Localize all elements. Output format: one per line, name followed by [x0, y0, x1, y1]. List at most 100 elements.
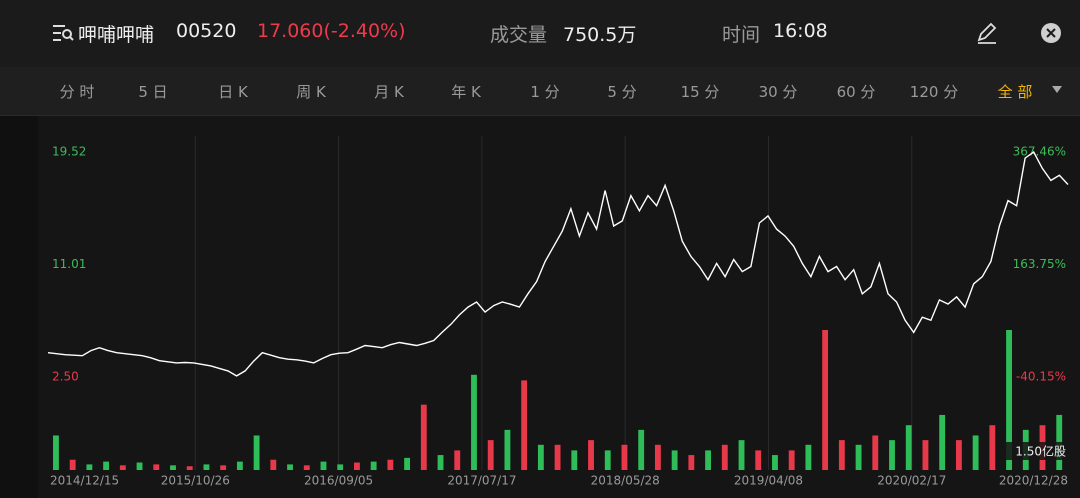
volume-label: 成交量: [490, 24, 548, 46]
volume-bar: [705, 450, 711, 470]
header: 呷哺呷哺 00520 17.060(-2.40%) 成交量 750.5万 时间 …: [0, 0, 1080, 67]
volume-bar: [772, 455, 778, 470]
close-button[interactable]: [1040, 22, 1062, 44]
volume-bar: [287, 464, 293, 470]
y-tick-label: 2.50: [52, 370, 79, 384]
time-label: 时间: [722, 24, 761, 46]
y2-tick-label: -40.15%: [1016, 370, 1066, 384]
x-tick-label: 2015/10/26: [161, 474, 230, 488]
volume-bar: [320, 461, 327, 470]
volume-bar: [939, 414, 946, 470]
tab[interactable]: 周 K: [296, 83, 326, 101]
volume-bar: [236, 461, 243, 470]
x-tick-label: 2020/02/17: [877, 474, 946, 488]
volume-bar: [354, 462, 360, 470]
y2-tick-label: 163.75%: [1013, 257, 1066, 271]
volume-bar: [621, 444, 628, 470]
tab[interactable]: 5 日: [138, 83, 168, 101]
x-tick-label: 2014/12/15: [50, 474, 119, 488]
tab[interactable]: 分 时: [59, 83, 95, 101]
price-line: [47, 150, 1069, 377]
volume-bar: [220, 465, 227, 470]
volume-bar: [471, 374, 477, 470]
volume-bar: [136, 462, 143, 470]
tab[interactable]: 年 K: [451, 83, 481, 101]
volume-bar: [989, 425, 996, 470]
x-tick-label: 2019/04/08: [734, 474, 803, 488]
period-tabs: 分 时 5 日 日 K 周 K 月 K 年 K 1 分 5 分 15 分 30 分 60 分 120 …: [0, 67, 1080, 116]
volume-bar: [855, 444, 862, 470]
volume-bar: [838, 440, 845, 470]
y-tick-label: 19.52: [52, 145, 86, 159]
x-tick-label: 2020/12/28: [999, 474, 1068, 488]
volume-bar: [170, 465, 176, 470]
volume-bar: [571, 450, 578, 470]
volume-bar: [303, 465, 310, 470]
volume-bar: [537, 444, 544, 470]
volume-bar: [822, 330, 829, 470]
tab[interactable]: 120 分: [909, 83, 959, 101]
tab[interactable]: 30 分: [758, 83, 798, 101]
volume-bar: [721, 444, 728, 470]
volume-bar: [521, 380, 528, 470]
volume-bar: [487, 440, 494, 470]
volume-bar: [270, 459, 277, 470]
volume-bar: [103, 461, 110, 470]
volume-bar: [755, 450, 762, 470]
price: 17.060(-2.40%): [257, 20, 406, 42]
volume-bar: [454, 450, 461, 470]
volume-bar: [788, 450, 795, 470]
volume-bar: [69, 459, 76, 470]
volume-bar: [186, 466, 193, 470]
volume-bar: [688, 455, 695, 470]
tab[interactable]: 60 分: [836, 83, 876, 101]
volume-bar: [955, 440, 962, 470]
tab[interactable]: 5 分: [607, 83, 637, 101]
left-strip: [0, 116, 38, 498]
stock-code: 00520: [176, 20, 237, 42]
volume-bar: [922, 440, 929, 470]
volume-bar: [387, 459, 394, 470]
x-tick-label: 2017/07/17: [447, 474, 516, 488]
volume-bar: [738, 440, 745, 470]
x-tick-label: 2016/09/05: [304, 474, 373, 488]
volume-bar: [805, 444, 812, 470]
volume-bar: [588, 440, 594, 470]
tab[interactable]: 15 分: [680, 83, 720, 101]
volume-bar: [437, 455, 444, 470]
volume-bar: [370, 461, 377, 470]
volume-bar: [905, 425, 912, 470]
volume-bar: [404, 457, 411, 470]
search-icon[interactable]: [52, 24, 74, 42]
volume-bar: [604, 450, 611, 470]
volume-bar: [119, 465, 126, 470]
volume-bar: [420, 404, 427, 470]
volume-bar: [86, 464, 93, 470]
volume-bar: [504, 429, 511, 470]
y-tick-label: 11.01: [52, 257, 86, 271]
volume-bar: [53, 435, 59, 470]
edit-icon[interactable]: [975, 21, 999, 45]
volume-bar: [889, 440, 895, 470]
tab[interactable]: 1 分: [530, 83, 560, 101]
y2-tick-label: 367.46%: [1013, 145, 1066, 159]
time: 16:08: [773, 20, 828, 42]
volume-bar: [203, 464, 210, 470]
tab[interactable]: 月 K: [374, 83, 404, 101]
volume: 750.5万: [563, 24, 637, 46]
volume-bar: [554, 444, 561, 470]
volume-label-bg: [1000, 442, 1072, 460]
chart: 2014/12/15 2015/10/26 2016/09/05 2017/07/17…: [0, 116, 1072, 498]
tab[interactable]: 日 K: [218, 83, 248, 101]
volume-bar: [1006, 330, 1012, 470]
volume-bar: [872, 435, 879, 470]
volume-bar: [253, 435, 260, 470]
volume-bar: [638, 429, 645, 470]
tab[interactable]: 全 部: [997, 83, 1033, 101]
x-tick-label: 2018/05/28: [591, 474, 660, 488]
volume-bar: [337, 464, 344, 470]
dropdown-arrow[interactable]: [1052, 86, 1062, 94]
stock-name: 呷哺呷哺: [78, 24, 155, 46]
volume-bar: [654, 444, 661, 470]
